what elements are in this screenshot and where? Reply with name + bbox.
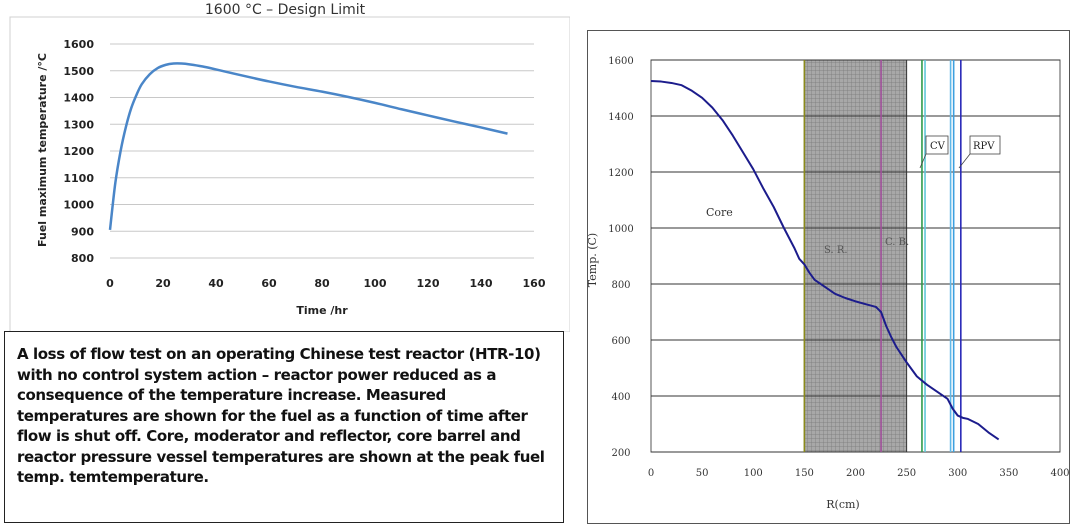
x-tick-label: 300 <box>948 468 967 479</box>
y-tick-label: 1000 <box>63 199 94 212</box>
x-tick-label: 120 <box>417 277 440 290</box>
y-axis-label: Fuel maximum temperature /°C <box>36 53 49 247</box>
x-tick-label: 80 <box>314 277 330 290</box>
y-tick-label: 1400 <box>608 112 633 123</box>
rpv-label: RPV <box>973 141 995 152</box>
y-tick-label: 1200 <box>63 145 94 158</box>
y-tick-label: 1200 <box>608 168 633 179</box>
core-label: Core <box>706 206 733 219</box>
y-tick-label: 1500 <box>63 65 94 78</box>
x-tick-label: 100 <box>744 468 763 479</box>
y-tick-label: 800 <box>71 252 94 265</box>
x-axis-label: Time /hr <box>296 304 348 317</box>
y-axis-label: Temp. (C) <box>587 233 599 287</box>
y-tick-label: 400 <box>611 392 630 403</box>
x-tick-label: 400 <box>1050 468 1069 479</box>
caption-text: A loss of flow test on an operating Chin… <box>4 331 564 523</box>
y-tick-label: 1600 <box>63 38 94 51</box>
y-tick-label: 1400 <box>63 92 94 105</box>
y-tick-label: 1000 <box>608 224 633 235</box>
y-tick-label: 1300 <box>63 118 94 131</box>
x-tick-label: 100 <box>364 277 387 290</box>
y-tick-label: 900 <box>71 225 94 238</box>
y-tick-label: 1600 <box>608 56 633 67</box>
shielding-region <box>803 59 908 453</box>
x-tick-label: 140 <box>470 277 493 290</box>
fuel-temperature-chart: 1600 °C – Design Limit 800 900 1000 1100 120… <box>0 0 571 333</box>
x-tick-label: 20 <box>155 277 171 290</box>
chart-title: 1600 °C – Design Limit <box>205 2 366 18</box>
y-tick-label: 600 <box>611 336 630 347</box>
x-tick-label: 0 <box>648 468 654 479</box>
x-tick-label: 150 <box>795 468 814 479</box>
x-tick-label: 60 <box>261 277 277 290</box>
radial-temperature-chart: 200 400 600 800 1000 1200 1400 1600 0 50 100 150 20… <box>586 30 1070 524</box>
x-tick-label: 160 <box>523 277 546 290</box>
x-tick-label: 250 <box>897 468 916 479</box>
x-tick-label: 200 <box>846 468 865 479</box>
y-tick-label: 800 <box>611 280 630 291</box>
radial-temperature-line <box>650 80 1000 441</box>
x-tick-label: 350 <box>999 468 1018 479</box>
y-tick-label: 1100 <box>63 172 94 185</box>
rpv-callout: RPV <box>958 135 1001 169</box>
x-axis-label: R(cm) <box>826 498 859 511</box>
x-tick-label: 0 <box>106 277 114 290</box>
cv-label: CV <box>930 141 946 152</box>
fuel-temperature-line <box>108 62 508 231</box>
cb-label: C. B. <box>885 237 909 248</box>
x-tick-label: 40 <box>208 277 224 290</box>
sr-label: S. R. <box>824 245 848 256</box>
x-tick-label: 50 <box>696 468 709 479</box>
cv-callout: CV <box>919 135 949 169</box>
y-tick-label: 200 <box>611 448 630 459</box>
